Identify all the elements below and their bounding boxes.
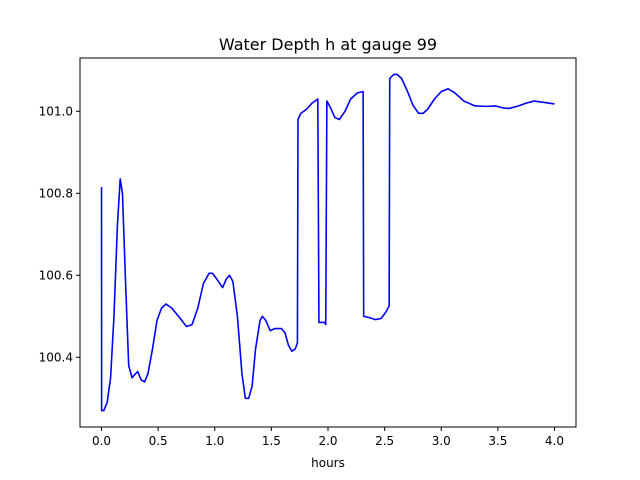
x-tick-label: 2.0 <box>318 434 337 448</box>
x-tick-label: 2.5 <box>375 434 394 448</box>
y-axis: 100.4 100.6 100.8 101.0 <box>39 104 80 364</box>
y-tick-label: 100.8 <box>39 186 73 200</box>
series-line-0 <box>100 73 555 412</box>
x-tick-label: 3.5 <box>488 434 507 448</box>
chart-title: Water Depth h at gauge 99 <box>219 35 437 54</box>
x-tick-label: 1.0 <box>205 434 224 448</box>
x-tick-label: 0.5 <box>149 434 168 448</box>
y-tick-label: 101.0 <box>39 104 73 118</box>
x-tick-label: 1.5 <box>262 434 281 448</box>
plot-area <box>100 73 555 412</box>
y-tick-label: 100.4 <box>39 350 73 364</box>
x-axis-label: hours <box>311 456 345 470</box>
x-tick-label: 3.0 <box>432 434 451 448</box>
y-tick-label: 100.6 <box>39 268 73 282</box>
x-tick-label: 0.0 <box>92 434 111 448</box>
x-tick-label: 4.0 <box>545 434 564 448</box>
x-axis: 0.0 0.5 1.0 1.5 2.0 2.5 3.0 3.5 4.0 <box>92 427 564 448</box>
